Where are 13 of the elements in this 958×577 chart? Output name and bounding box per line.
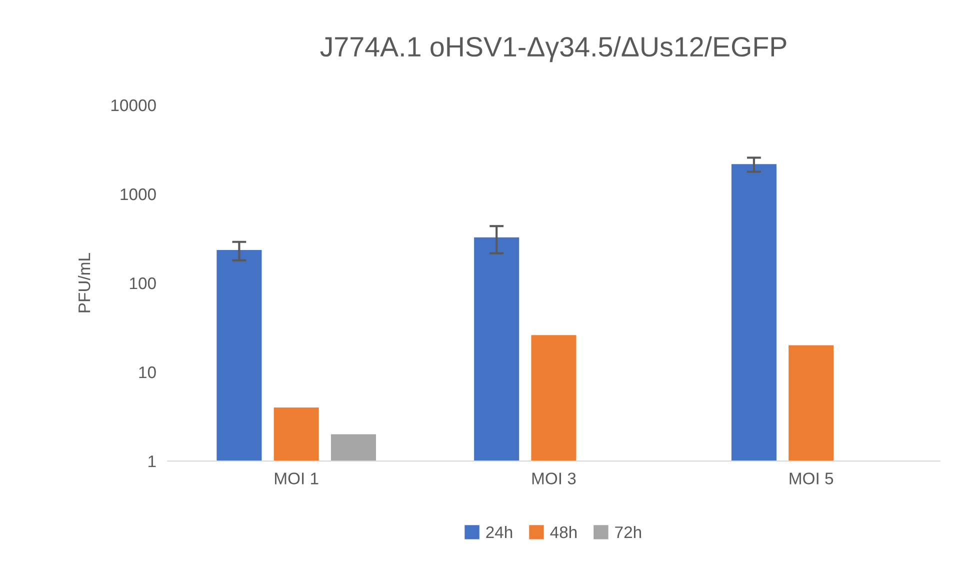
y-tick-label: 1 — [148, 456, 156, 468]
y-tick-label: 10000 — [111, 99, 156, 112]
x-tick-label: MOI 1 — [275, 472, 318, 484]
legend-label: 72h — [615, 526, 642, 538]
x-tick-label: MOI 3 — [532, 472, 576, 484]
legend-label: 24h — [486, 526, 512, 538]
legend-label: 48h — [550, 526, 577, 538]
chart-title: J774A.1 oHSV1-Δγ34.5/ΔUs12/EGFP — [320, 36, 786, 62]
y-axis-title: PFU/mL — [78, 253, 90, 312]
y-tick-label: 10 — [139, 366, 156, 378]
y-tick-label: 100 — [130, 277, 156, 290]
y-tick-label: 1000 — [120, 188, 156, 200]
x-tick-label: MOI 5 — [790, 472, 834, 484]
